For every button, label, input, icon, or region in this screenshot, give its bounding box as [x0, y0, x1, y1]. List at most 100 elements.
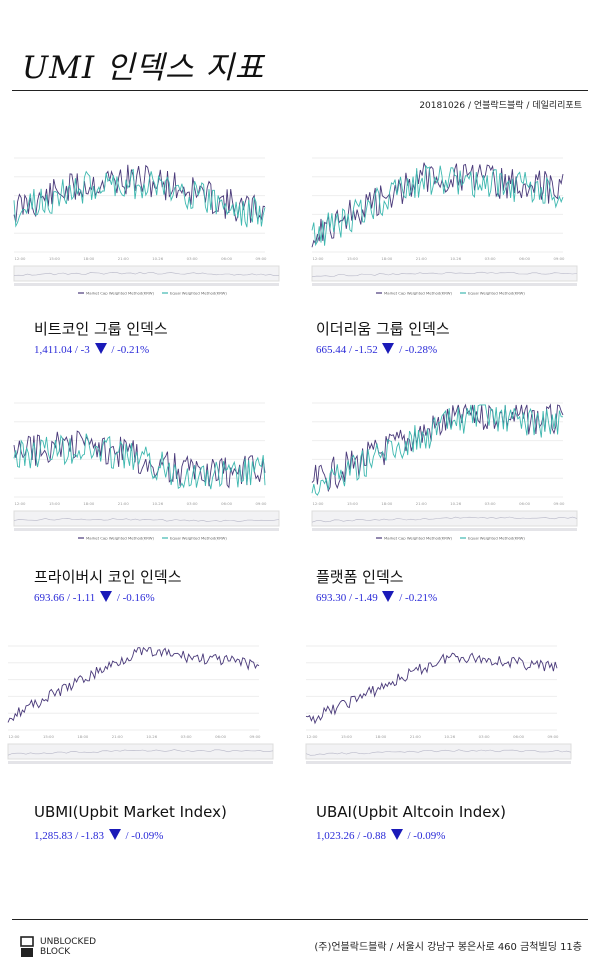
down-arrow-icon — [100, 591, 113, 602]
range-navigator — [311, 510, 578, 527]
range-navigator — [13, 510, 280, 527]
company-logo: UNBLOCKED BLOCK — [20, 936, 96, 958]
x-tick-label: 03:00 — [485, 256, 497, 261]
index-percent: / -0.28% — [399, 344, 438, 356]
x-tick-label: 10.26 — [152, 501, 163, 506]
x-tick-label: 21:00 — [118, 501, 130, 506]
legend-label: Equal Weighted Method(KRW) — [468, 290, 525, 295]
x-tick-label: 18:00 — [381, 501, 393, 506]
x-tick-label: 21:00 — [416, 256, 428, 261]
down-arrow-icon — [382, 591, 395, 602]
navigator-scrollbar — [14, 528, 279, 531]
x-tick-label: 09:00 — [554, 256, 566, 261]
index-change: 693.66 / -1.11 — [34, 592, 96, 604]
index-percent: / -0.09% — [125, 830, 164, 842]
legend-label: Market Cap Weighted Method(KRW) — [384, 535, 452, 540]
x-tick-label: 15:00 — [341, 734, 353, 739]
x-tick-label: 03:00 — [181, 734, 193, 739]
x-tick-label: 18:00 — [375, 734, 387, 739]
x-tick-label: 03:00 — [187, 501, 199, 506]
index-value: 1,411.04 / -3 / -0.21% — [34, 343, 149, 356]
x-tick-label: 18:00 — [77, 734, 89, 739]
index-percent: / -0.16% — [116, 592, 155, 604]
x-tick-label: 06:00 — [519, 256, 531, 261]
x-tick-label: 03:00 — [479, 734, 491, 739]
x-tick-label: 10.26 — [450, 256, 461, 261]
down-arrow-icon — [94, 343, 107, 354]
index-percent: / -0.21% — [399, 592, 438, 604]
index-value: 665.44 / -1.52 / -0.28% — [316, 343, 437, 356]
index-chart: 12:00 15:00 18:00 21:00 10.26 03:00 06:00 09:00… — [311, 402, 578, 540]
x-tick-label: 06:00 — [221, 256, 233, 261]
down-arrow-icon — [108, 829, 121, 840]
x-tick-label: 18:00 — [83, 501, 95, 506]
legend-label: Market Cap Weighted Method(KRW) — [86, 290, 154, 295]
navigator-scrollbar — [312, 283, 577, 286]
navigator-line — [311, 271, 578, 278]
x-tick-label: 18:00 — [381, 256, 393, 261]
x-tick-label: 21:00 — [416, 501, 428, 506]
page-title: UMI 인덱스 지표 — [22, 50, 265, 86]
x-tick-label: 21:00 — [410, 734, 422, 739]
x-tick-label: 12:00 — [15, 501, 27, 506]
index-change: 665.44 / -1.52 — [316, 344, 378, 356]
x-tick-label: 09:00 — [548, 734, 560, 739]
series-line-market-cap — [7, 646, 260, 723]
x-tick-label: 12:00 — [15, 256, 27, 261]
x-tick-label: 09:00 — [256, 501, 268, 506]
x-tick-label: 15:00 — [49, 501, 61, 506]
index-chart: 12:00 15:00 18:00 21:00 10.26 03:00 06:00 09:00… — [13, 157, 280, 295]
navigator-scrollbar — [8, 761, 273, 764]
x-tick-label: 06:00 — [215, 734, 227, 739]
x-tick-label: 12:00 — [313, 501, 325, 506]
range-navigator — [7, 743, 274, 760]
x-tick-label: 09:00 — [554, 501, 566, 506]
navigator-scrollbar — [312, 528, 577, 531]
navigator-line — [7, 749, 274, 756]
navigator-line — [311, 516, 578, 523]
index-value: 1,023.26 / -0.88 / -0.09% — [316, 829, 445, 842]
index-name: UBMI(Upbit Market Index) — [34, 803, 227, 821]
index-percent: / -0.21% — [111, 344, 150, 356]
series-line-market-cap — [305, 652, 558, 725]
x-tick-label: 10.26 — [450, 501, 461, 506]
index-value: 693.66 / -1.11 / -0.16% — [34, 591, 155, 604]
logo-line-1: UNBLOCKED — [40, 937, 97, 947]
index-name: 프라이버시 코인 인덱스 — [34, 568, 182, 586]
x-tick-label: 09:00 — [250, 734, 262, 739]
series-line-market-cap — [13, 164, 266, 223]
chart-ubai: 12:00 15:00 18:00 21:00 10.26 03:00 06:00 09:00 — [302, 640, 579, 775]
x-tick-label: 15:00 — [347, 501, 359, 506]
footer-rule — [12, 919, 588, 920]
x-tick-label: 21:00 — [118, 256, 130, 261]
series-line-equal — [311, 404, 564, 496]
x-tick-label: 15:00 — [43, 734, 55, 739]
legend-label: Equal Weighted Method(KRW) — [468, 535, 525, 540]
series-line-equal — [13, 433, 266, 490]
legend-label: Equal Weighted Method(KRW) — [170, 290, 227, 295]
legend-label: Market Cap Weighted Method(KRW) — [384, 290, 452, 295]
x-tick-label: 18:00 — [83, 256, 95, 261]
index-value: 1,285.83 / -1.83 / -0.09% — [34, 829, 163, 842]
navigator-scrollbar — [14, 283, 279, 286]
index-name: 비트코인 그룹 인덱스 — [34, 320, 168, 338]
x-tick-label: 12:00 — [307, 734, 319, 739]
x-tick-label: 03:00 — [187, 256, 199, 261]
x-tick-label: 15:00 — [49, 256, 61, 261]
navigator-scrollbar — [306, 761, 571, 764]
series-line-market-cap — [311, 403, 564, 493]
down-arrow-icon — [382, 343, 395, 354]
navigator-line — [305, 749, 572, 756]
index-value: 693.30 / -1.49 / -0.21% — [316, 591, 437, 604]
index-percent: / -0.09% — [407, 830, 446, 842]
index-chart: 12:00 15:00 18:00 21:00 10.26 03:00 06:00 09:00… — [311, 157, 578, 295]
logo-line-2: BLOCK — [40, 947, 71, 957]
x-tick-label: 06:00 — [513, 734, 525, 739]
index-name: 플랫폼 인덱스 — [316, 568, 404, 586]
range-navigator — [13, 265, 280, 282]
index-change: 1,411.04 / -3 — [34, 344, 90, 356]
company-address: (주)언블락드블락 / 서울시 강남구 봉은사로 460 금척빌딩 11층 — [314, 942, 582, 953]
x-tick-label: 10.26 — [146, 734, 157, 739]
chart-ethereum-group: 12:00 15:00 18:00 21:00 10.26 03:00 06:00 09:00… — [308, 152, 585, 302]
logo-mark-icon — [20, 936, 34, 957]
